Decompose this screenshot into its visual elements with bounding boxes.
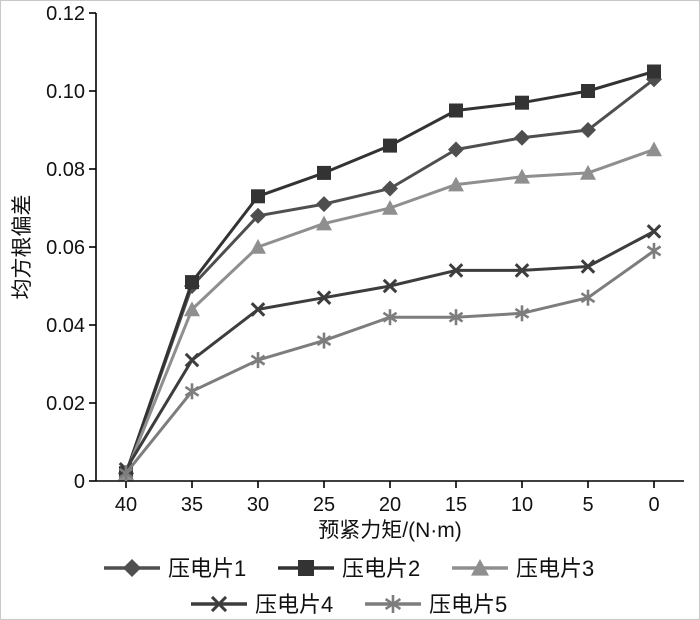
x-axis-title: 预紧力矩/(N·m)	[318, 519, 461, 542]
triangle-marker	[514, 168, 530, 184]
x-tick-label: 30	[247, 494, 269, 516]
diamond-marker	[382, 180, 398, 197]
y-tick-label: 0.02	[46, 393, 85, 415]
legend-label: 压电片3	[516, 556, 594, 581]
square-marker	[383, 138, 397, 153]
legend-label: 压电片2	[342, 556, 420, 581]
y-tick-label: 0.12	[46, 3, 85, 25]
square-marker	[251, 189, 265, 204]
x-tick-label: 35	[181, 494, 203, 516]
diamond-marker	[123, 559, 141, 577]
triangle-marker	[250, 239, 266, 254]
y-tick-label: 0.08	[46, 159, 85, 181]
triangle-marker	[184, 301, 200, 317]
series-2	[119, 64, 661, 481]
diamond-marker	[250, 207, 266, 224]
x-tick-label: 40	[115, 494, 137, 516]
square-marker	[298, 560, 314, 576]
triangle-marker	[382, 200, 398, 215]
series-4	[118, 224, 662, 477]
y-axis-title: 均方根偏差	[11, 195, 34, 300]
x-tick-label: 20	[379, 494, 401, 516]
square-marker	[185, 275, 199, 290]
legend-item-2: 压电片2	[278, 556, 420, 581]
square-marker	[449, 103, 463, 118]
y-tick-label: 0.04	[46, 315, 85, 337]
triangle-marker	[448, 176, 464, 192]
x-tick-label: 0	[648, 494, 659, 516]
triangle-marker	[471, 559, 489, 576]
triangle-marker	[580, 164, 596, 180]
legend-item-4: 压电片4	[191, 592, 333, 617]
y-tick-label: 0.06	[46, 237, 85, 259]
diamond-marker	[580, 122, 596, 138]
triangle-marker	[646, 141, 662, 157]
y-tick-label: 0	[74, 471, 85, 493]
square-marker	[647, 64, 661, 79]
x-tick-label: 15	[445, 494, 467, 516]
square-marker	[317, 165, 331, 180]
x-tick-label: 25	[313, 494, 335, 516]
y-tick-label: 0.10	[46, 81, 85, 103]
series-1	[118, 71, 662, 482]
square-marker	[515, 95, 529, 110]
legend-label: 压电片5	[429, 592, 507, 617]
x-tick-label: 5	[582, 494, 593, 516]
legend-item-1: 压电片1	[104, 556, 246, 581]
series-line	[124, 78, 655, 474]
x-tick-label: 10	[511, 494, 533, 516]
triangle-marker	[316, 215, 332, 231]
legend-item-3: 压电片3	[452, 556, 594, 581]
legend-label: 压电片4	[255, 592, 333, 617]
series-5	[118, 242, 662, 482]
diamond-marker	[316, 196, 332, 213]
diamond-marker	[514, 129, 530, 146]
diamond-marker	[448, 141, 464, 158]
legend-label: 压电片1	[168, 556, 246, 581]
square-marker	[581, 84, 595, 98]
legend-item-5: 压电片5	[365, 592, 507, 617]
